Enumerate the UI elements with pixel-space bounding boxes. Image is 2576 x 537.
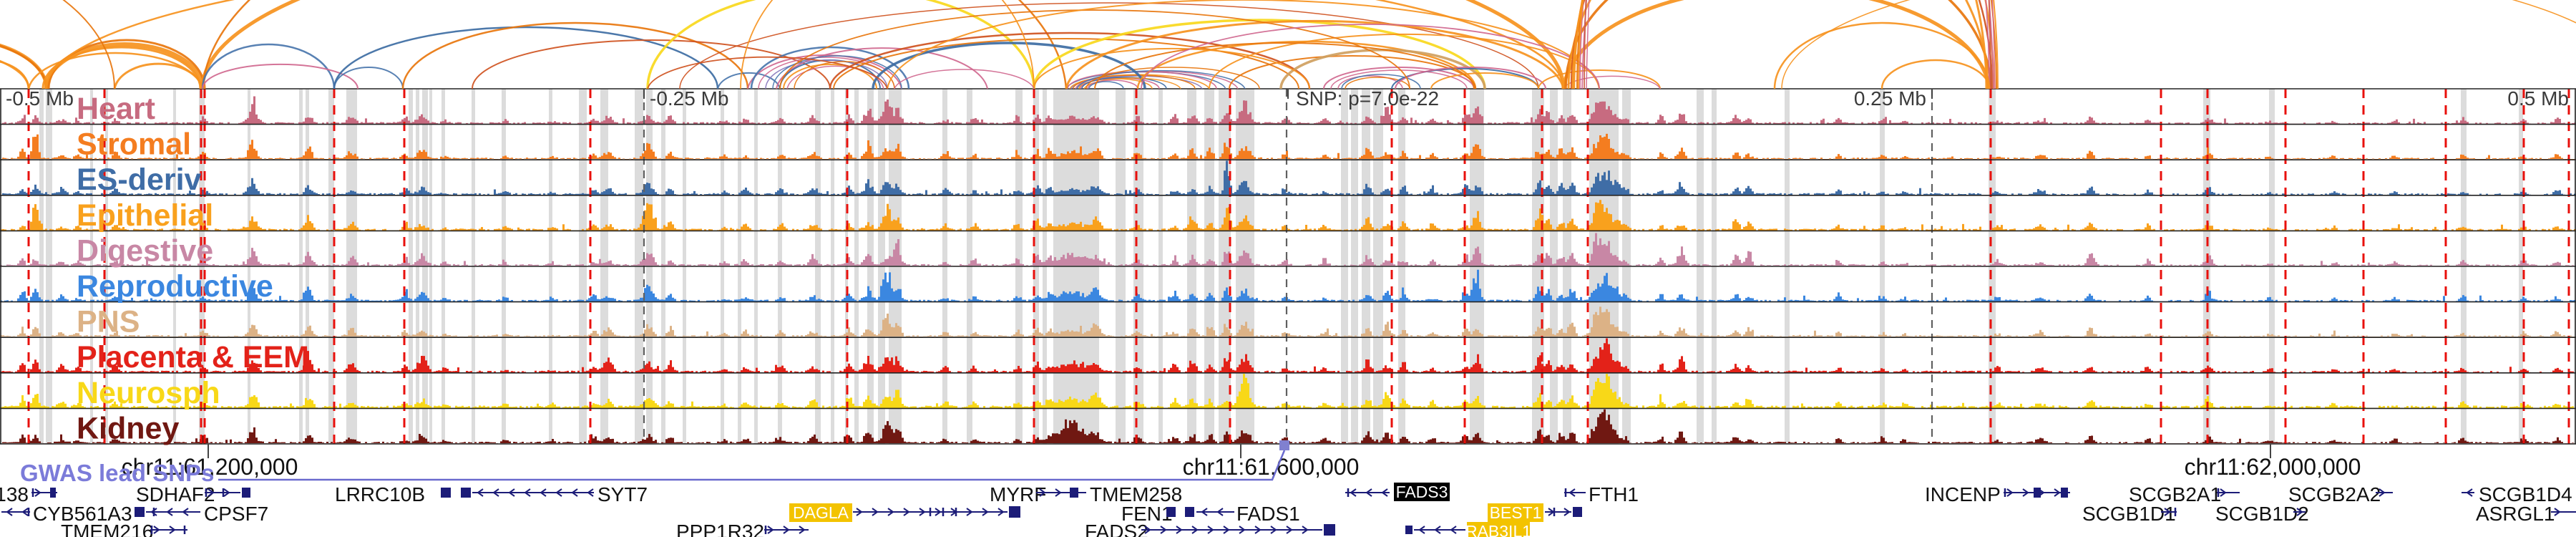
- svg-text:FADS3: FADS3: [1396, 483, 1448, 501]
- svg-text:Stromal: Stromal: [77, 127, 191, 162]
- svg-text:BEST1: BEST1: [1490, 503, 1542, 522]
- svg-text:-0.25 Mb: -0.25 Mb: [650, 87, 729, 110]
- svg-text:ASRGL1: ASRGL1: [2476, 503, 2555, 525]
- svg-text:SYT7: SYT7: [597, 483, 648, 505]
- svg-text:PNS: PNS: [77, 305, 140, 339]
- svg-text:FEN1: FEN1: [1121, 503, 1173, 525]
- svg-text:Kidney: Kidney: [77, 411, 179, 445]
- svg-text:0.25 Mb: 0.25 Mb: [1854, 87, 1926, 110]
- svg-text:SCGB2A2: SCGB2A2: [2288, 483, 2381, 505]
- svg-text:DAGLA: DAGLA: [793, 503, 849, 522]
- svg-text:Placenta & EEM: Placenta & EEM: [77, 340, 309, 374]
- svg-text:CYB561A3: CYB561A3: [33, 503, 132, 525]
- svg-text:FTH1: FTH1: [1589, 483, 1639, 505]
- svg-text:chr11:61,200,000: chr11:61,200,000: [122, 454, 298, 480]
- svg-text:Epithelial: Epithelial: [77, 198, 213, 233]
- svg-text:FADS2: FADS2: [1085, 521, 1148, 537]
- svg-text:Digestive: Digestive: [77, 233, 213, 268]
- svg-text:PPP1R32: PPP1R32: [676, 521, 764, 537]
- svg-text:ES-deriv: ES-deriv: [77, 163, 202, 197]
- svg-text:CPSF7: CPSF7: [204, 503, 268, 525]
- svg-text:FADS1: FADS1: [1236, 503, 1300, 525]
- svg-text:MYRF: MYRF: [990, 483, 1046, 505]
- svg-text:Heart: Heart: [77, 92, 155, 126]
- svg-text:TMEM258: TMEM258: [1090, 483, 1182, 505]
- svg-text:SCGB1D2: SCGB1D2: [2215, 503, 2309, 525]
- svg-text:138: 138: [0, 483, 29, 505]
- svg-text:SCGB2A1: SCGB2A1: [2129, 483, 2221, 505]
- svg-text:chr11:61,600,000: chr11:61,600,000: [1183, 454, 1360, 480]
- svg-text:GWAS lead SNPs: GWAS lead SNPs: [20, 460, 214, 486]
- svg-text:INCENP: INCENP: [1925, 483, 2001, 505]
- svg-text:SDHAF2: SDHAF2: [136, 483, 215, 505]
- svg-text:0.5 Mb: 0.5 Mb: [2507, 87, 2569, 110]
- svg-text:Reproductive: Reproductive: [77, 269, 273, 304]
- svg-text:LRRC10B: LRRC10B: [335, 483, 425, 505]
- svg-text:Neurosph: Neurosph: [77, 376, 220, 410]
- svg-text:SCGB1D4: SCGB1D4: [2479, 483, 2572, 505]
- svg-text:chr11:62,000,000: chr11:62,000,000: [2185, 454, 2361, 480]
- svg-text:RAB3IL1: RAB3IL1: [1465, 522, 1531, 537]
- svg-text:SNP: p=7.0e-22: SNP: p=7.0e-22: [1296, 87, 1439, 110]
- svg-text:SCGB1D1: SCGB1D1: [2082, 503, 2176, 525]
- svg-text:-0.5 Mb: -0.5 Mb: [6, 87, 74, 110]
- svg-text:TMEM216: TMEM216: [61, 521, 153, 537]
